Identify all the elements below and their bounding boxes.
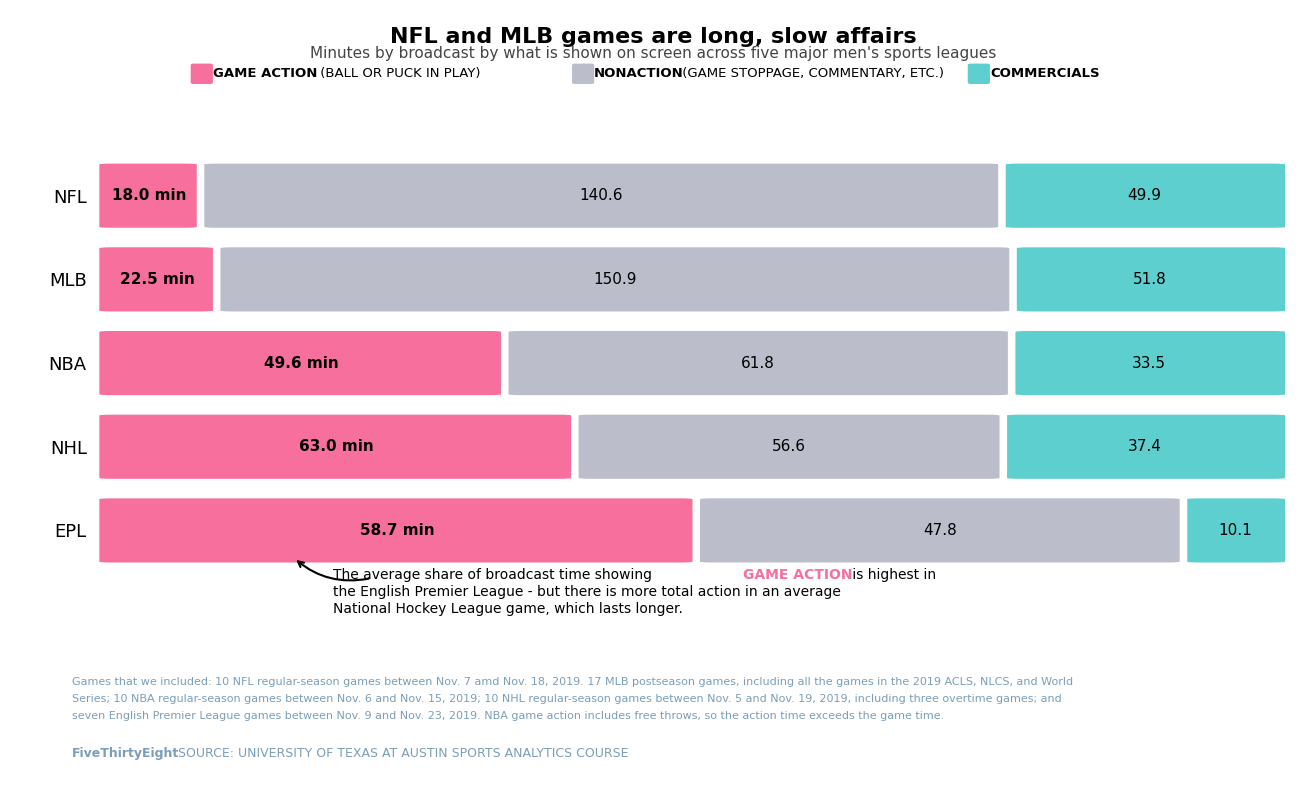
Text: 61.8: 61.8: [742, 356, 776, 371]
FancyBboxPatch shape: [1186, 497, 1286, 564]
Text: NFL and MLB games are long, slow affairs: NFL and MLB games are long, slow affairs: [389, 27, 917, 47]
Text: 18.0 min: 18.0 min: [112, 188, 187, 203]
Text: seven English Premier League games between Nov. 9 and Nov. 23, 2019. NBA game ac: seven English Premier League games betwe…: [72, 711, 944, 721]
Text: Series; 10 NBA regular-season games between Nov. 6 and Nov. 15, 2019; 10 NHL reg: Series; 10 NBA regular-season games betw…: [72, 694, 1062, 704]
Text: (GAME STOPPAGE, COMMENTARY, ETC.): (GAME STOPPAGE, COMMENTARY, ETC.): [678, 68, 944, 80]
Text: 51.8: 51.8: [1132, 272, 1166, 287]
Text: SOURCE: UNIVERSITY OF TEXAS AT AUSTIN SPORTS ANALYTICS COURSE: SOURCE: UNIVERSITY OF TEXAS AT AUSTIN SP…: [174, 747, 628, 761]
FancyBboxPatch shape: [202, 162, 999, 229]
Text: 150.9: 150.9: [593, 272, 636, 287]
Text: is highest in: is highest in: [848, 568, 935, 582]
FancyBboxPatch shape: [1016, 246, 1286, 313]
Text: 56.6: 56.6: [772, 440, 806, 455]
Text: The average share of broadcast time showing: The average share of broadcast time show…: [333, 568, 657, 582]
FancyBboxPatch shape: [507, 330, 1010, 396]
Text: 49.9: 49.9: [1127, 188, 1161, 203]
FancyBboxPatch shape: [699, 497, 1181, 564]
FancyBboxPatch shape: [1004, 162, 1286, 229]
FancyBboxPatch shape: [98, 413, 572, 480]
Text: National Hockey League game, which lasts longer.: National Hockey League game, which lasts…: [333, 602, 683, 616]
Text: COMMERCIALS: COMMERCIALS: [990, 68, 1100, 80]
Text: 22.5 min: 22.5 min: [120, 272, 195, 287]
Text: 47.8: 47.8: [923, 523, 957, 538]
Text: NONACTION: NONACTION: [594, 68, 684, 80]
Text: FiveThirtyEight: FiveThirtyEight: [72, 747, 179, 761]
Text: 10.1: 10.1: [1218, 523, 1252, 538]
Text: 33.5: 33.5: [1132, 356, 1166, 371]
Text: (BALL OR PUCK IN PLAY): (BALL OR PUCK IN PLAY): [316, 68, 481, 80]
Text: 49.6 min: 49.6 min: [264, 356, 338, 371]
FancyBboxPatch shape: [98, 246, 214, 313]
Text: Games that we included: 10 NFL regular-season games between Nov. 7 amd Nov. 18, : Games that we included: 10 NFL regular-s…: [72, 677, 1074, 687]
Text: GAME ACTION: GAME ACTION: [743, 568, 853, 582]
Text: Minutes by broadcast by what is shown on screen across five major men's sports l: Minutes by broadcast by what is shown on…: [310, 46, 996, 60]
Text: 63.0 min: 63.0 min: [299, 440, 374, 455]
Text: 37.4: 37.4: [1128, 440, 1162, 455]
FancyBboxPatch shape: [98, 497, 693, 564]
FancyBboxPatch shape: [1006, 413, 1286, 480]
FancyBboxPatch shape: [1013, 330, 1286, 396]
FancyBboxPatch shape: [219, 246, 1011, 313]
FancyBboxPatch shape: [98, 330, 503, 396]
FancyBboxPatch shape: [98, 162, 199, 229]
Text: GAME ACTION: GAME ACTION: [213, 68, 317, 80]
FancyBboxPatch shape: [577, 413, 1000, 480]
Text: the English Premier League - but there is more total action in an average: the English Premier League - but there i…: [333, 585, 841, 599]
Text: 140.6: 140.6: [580, 188, 623, 203]
Text: 58.7 min: 58.7 min: [359, 523, 435, 538]
